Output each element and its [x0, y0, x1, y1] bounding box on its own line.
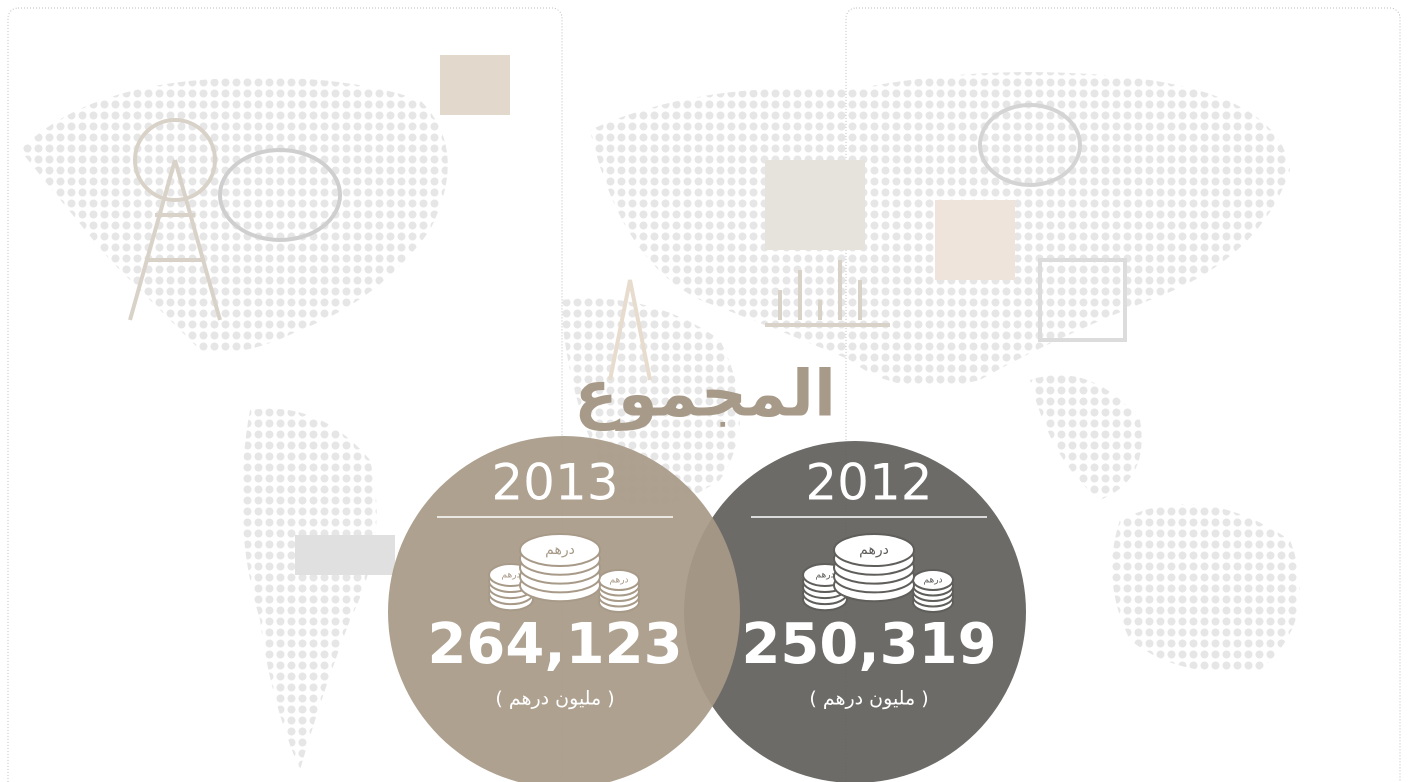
coin-label: درهم — [501, 571, 520, 581]
total-value: 264,123 — [427, 612, 682, 677]
coin — [833, 533, 915, 567]
decorative-icons — [128, 55, 1127, 575]
total-unit: ( مليون درهم ) — [809, 688, 928, 710]
coin-label: درهم — [923, 576, 942, 586]
coin-label: درهم — [545, 542, 575, 558]
year: 2013 — [491, 454, 618, 512]
total-circle-group: 2013 درهم درهم درهم 264,123 ( مليون درهم ) — [388, 436, 740, 782]
total-circle — [388, 436, 740, 782]
year: 2012 — [805, 454, 932, 512]
coin — [519, 533, 601, 567]
total-value: 250,319 — [741, 612, 996, 677]
panel-left — [7, 7, 563, 782]
total-circle — [684, 441, 1026, 782]
title: المجموع — [574, 358, 836, 432]
coin-label: درهم — [815, 571, 834, 581]
total-circle-group: 2012 درهم درهم درهم 250,319 ( مليون درهم ) — [684, 441, 1026, 782]
coin-label: درهم — [609, 576, 628, 586]
total-unit: ( مليون درهم ) — [495, 688, 614, 710]
panel-right — [845, 7, 1401, 782]
coin-label: درهم — [859, 542, 889, 558]
